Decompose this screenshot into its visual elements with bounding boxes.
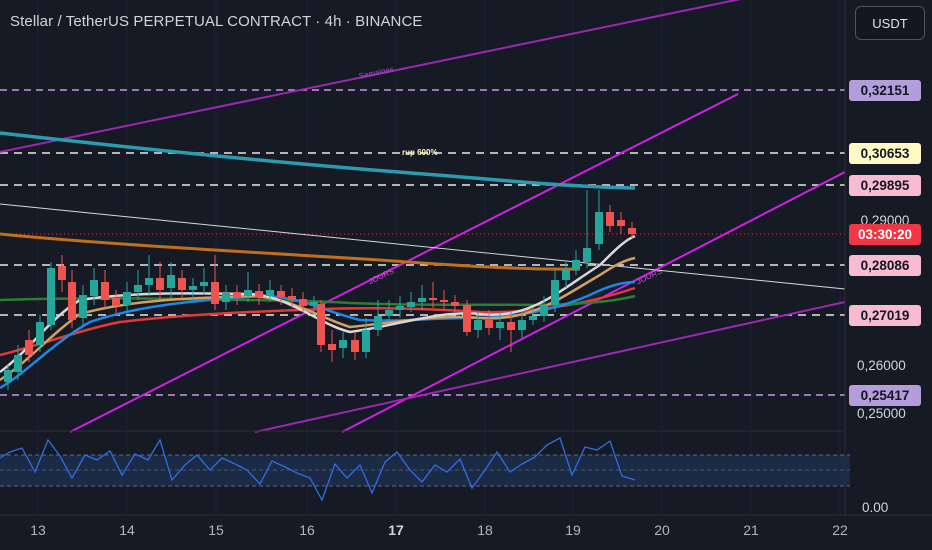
candle[interactable] xyxy=(167,275,175,288)
candle[interactable] xyxy=(595,212,603,244)
candle[interactable] xyxy=(145,278,153,285)
candle[interactable] xyxy=(277,291,285,297)
candle[interactable] xyxy=(211,282,219,304)
candle[interactable] xyxy=(36,322,44,345)
candle[interactable] xyxy=(112,298,120,306)
candle[interactable] xyxy=(244,290,252,296)
candle[interactable] xyxy=(58,266,66,280)
candle[interactable] xyxy=(178,278,186,290)
candle[interactable] xyxy=(628,228,636,234)
candle[interactable] xyxy=(572,260,580,270)
price-label-28086[interactable]: 0,28086 xyxy=(849,255,921,276)
rsi-zero-tick: 0.00 xyxy=(862,500,889,515)
candle[interactable] xyxy=(156,278,164,290)
candle[interactable] xyxy=(339,340,347,348)
rsi-line xyxy=(0,437,636,502)
candle[interactable] xyxy=(79,295,87,318)
time-label-21: 21 xyxy=(743,522,759,538)
price-label-29000: 0,29000 xyxy=(860,213,910,227)
candle[interactable] xyxy=(485,320,493,328)
candle[interactable] xyxy=(222,293,230,302)
time-grid xyxy=(37,0,841,515)
candle[interactable] xyxy=(299,299,307,306)
price-tick-25000: 0,25000 xyxy=(857,406,906,421)
candle[interactable] xyxy=(540,305,548,316)
weekly-channel-line xyxy=(0,0,741,153)
chart-title: Stellar / TetherUS PERPETUAL CONTRACT · … xyxy=(10,13,423,30)
time-label-22: 22 xyxy=(832,522,848,538)
price-label-27019[interactable]: 0,27019 xyxy=(849,305,921,326)
candle[interactable] xyxy=(429,298,437,300)
candle[interactable] xyxy=(47,268,55,325)
candle[interactable] xyxy=(317,304,325,345)
time-label-20: 20 xyxy=(654,522,670,538)
candle[interactable] xyxy=(101,282,109,300)
candle[interactable] xyxy=(134,285,142,292)
candlesticks[interactable] xyxy=(4,190,636,390)
candle[interactable] xyxy=(266,290,274,296)
candle[interactable] xyxy=(123,292,131,305)
time-label-19: 19 xyxy=(565,522,581,538)
candle[interactable] xyxy=(200,282,208,286)
candle[interactable] xyxy=(68,282,76,320)
candle[interactable] xyxy=(451,302,459,306)
candle[interactable] xyxy=(288,296,296,300)
time-label-14: 14 xyxy=(119,522,135,538)
countdown-label[interactable]: 03:30:20 xyxy=(849,224,921,245)
candle[interactable] xyxy=(362,330,370,352)
candle[interactable] xyxy=(255,291,263,297)
candle[interactable] xyxy=(418,298,426,302)
candle[interactable] xyxy=(606,212,614,226)
price-tick-26000: 0,26000 xyxy=(857,358,906,373)
candle[interactable] xyxy=(440,300,448,302)
time-label-16: 16 xyxy=(299,522,315,538)
candle[interactable] xyxy=(617,220,625,226)
price-label-25417[interactable]: 0,25417 xyxy=(849,385,921,406)
time-label-18: 18 xyxy=(477,522,493,538)
candle[interactable] xyxy=(551,280,559,305)
candle[interactable] xyxy=(463,305,471,332)
time-label-13: 13 xyxy=(30,522,46,538)
price-label-32151[interactable]: 0,32151 xyxy=(849,80,921,101)
candle[interactable] xyxy=(562,270,570,280)
candle[interactable] xyxy=(518,320,526,330)
descending-white-line xyxy=(0,203,846,290)
candle[interactable] xyxy=(351,340,359,352)
long-term-support-line xyxy=(254,301,846,433)
time-label-17: 17 xyxy=(388,522,404,538)
candle[interactable] xyxy=(233,292,241,298)
candle[interactable] xyxy=(407,302,415,307)
blue-ma xyxy=(0,280,636,390)
teal-moving-average xyxy=(0,131,636,190)
candle[interactable] xyxy=(25,340,33,355)
candle[interactable] xyxy=(14,355,22,372)
candle[interactable] xyxy=(4,370,12,382)
candle[interactable] xyxy=(474,320,482,330)
trend-lines[interactable] xyxy=(0,0,846,433)
candle[interactable] xyxy=(583,248,591,262)
candle[interactable] xyxy=(328,344,336,350)
candle[interactable] xyxy=(310,302,318,305)
currency-selector[interactable]: USDT xyxy=(855,6,925,40)
price-label-30653[interactable]: 0,30653 xyxy=(849,143,921,164)
candle[interactable] xyxy=(396,306,404,310)
candle[interactable] xyxy=(385,310,393,316)
price-label-29895[interactable]: 0,29895 xyxy=(849,175,921,196)
candle[interactable] xyxy=(189,286,197,290)
orange-moving-average xyxy=(0,232,581,271)
candle[interactable] xyxy=(90,280,98,296)
candle[interactable] xyxy=(529,316,537,320)
rup-annotation: rup 600% xyxy=(402,148,438,157)
candle[interactable] xyxy=(507,322,515,330)
candle[interactable] xyxy=(496,322,504,328)
rsi-pane[interactable] xyxy=(0,430,850,502)
time-label-15: 15 xyxy=(208,522,224,538)
candle[interactable] xyxy=(374,316,382,330)
